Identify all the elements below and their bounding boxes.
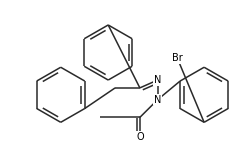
- Text: O: O: [136, 132, 143, 142]
- Text: N: N: [153, 75, 161, 85]
- Text: N: N: [153, 95, 161, 105]
- Text: Br: Br: [171, 53, 182, 63]
